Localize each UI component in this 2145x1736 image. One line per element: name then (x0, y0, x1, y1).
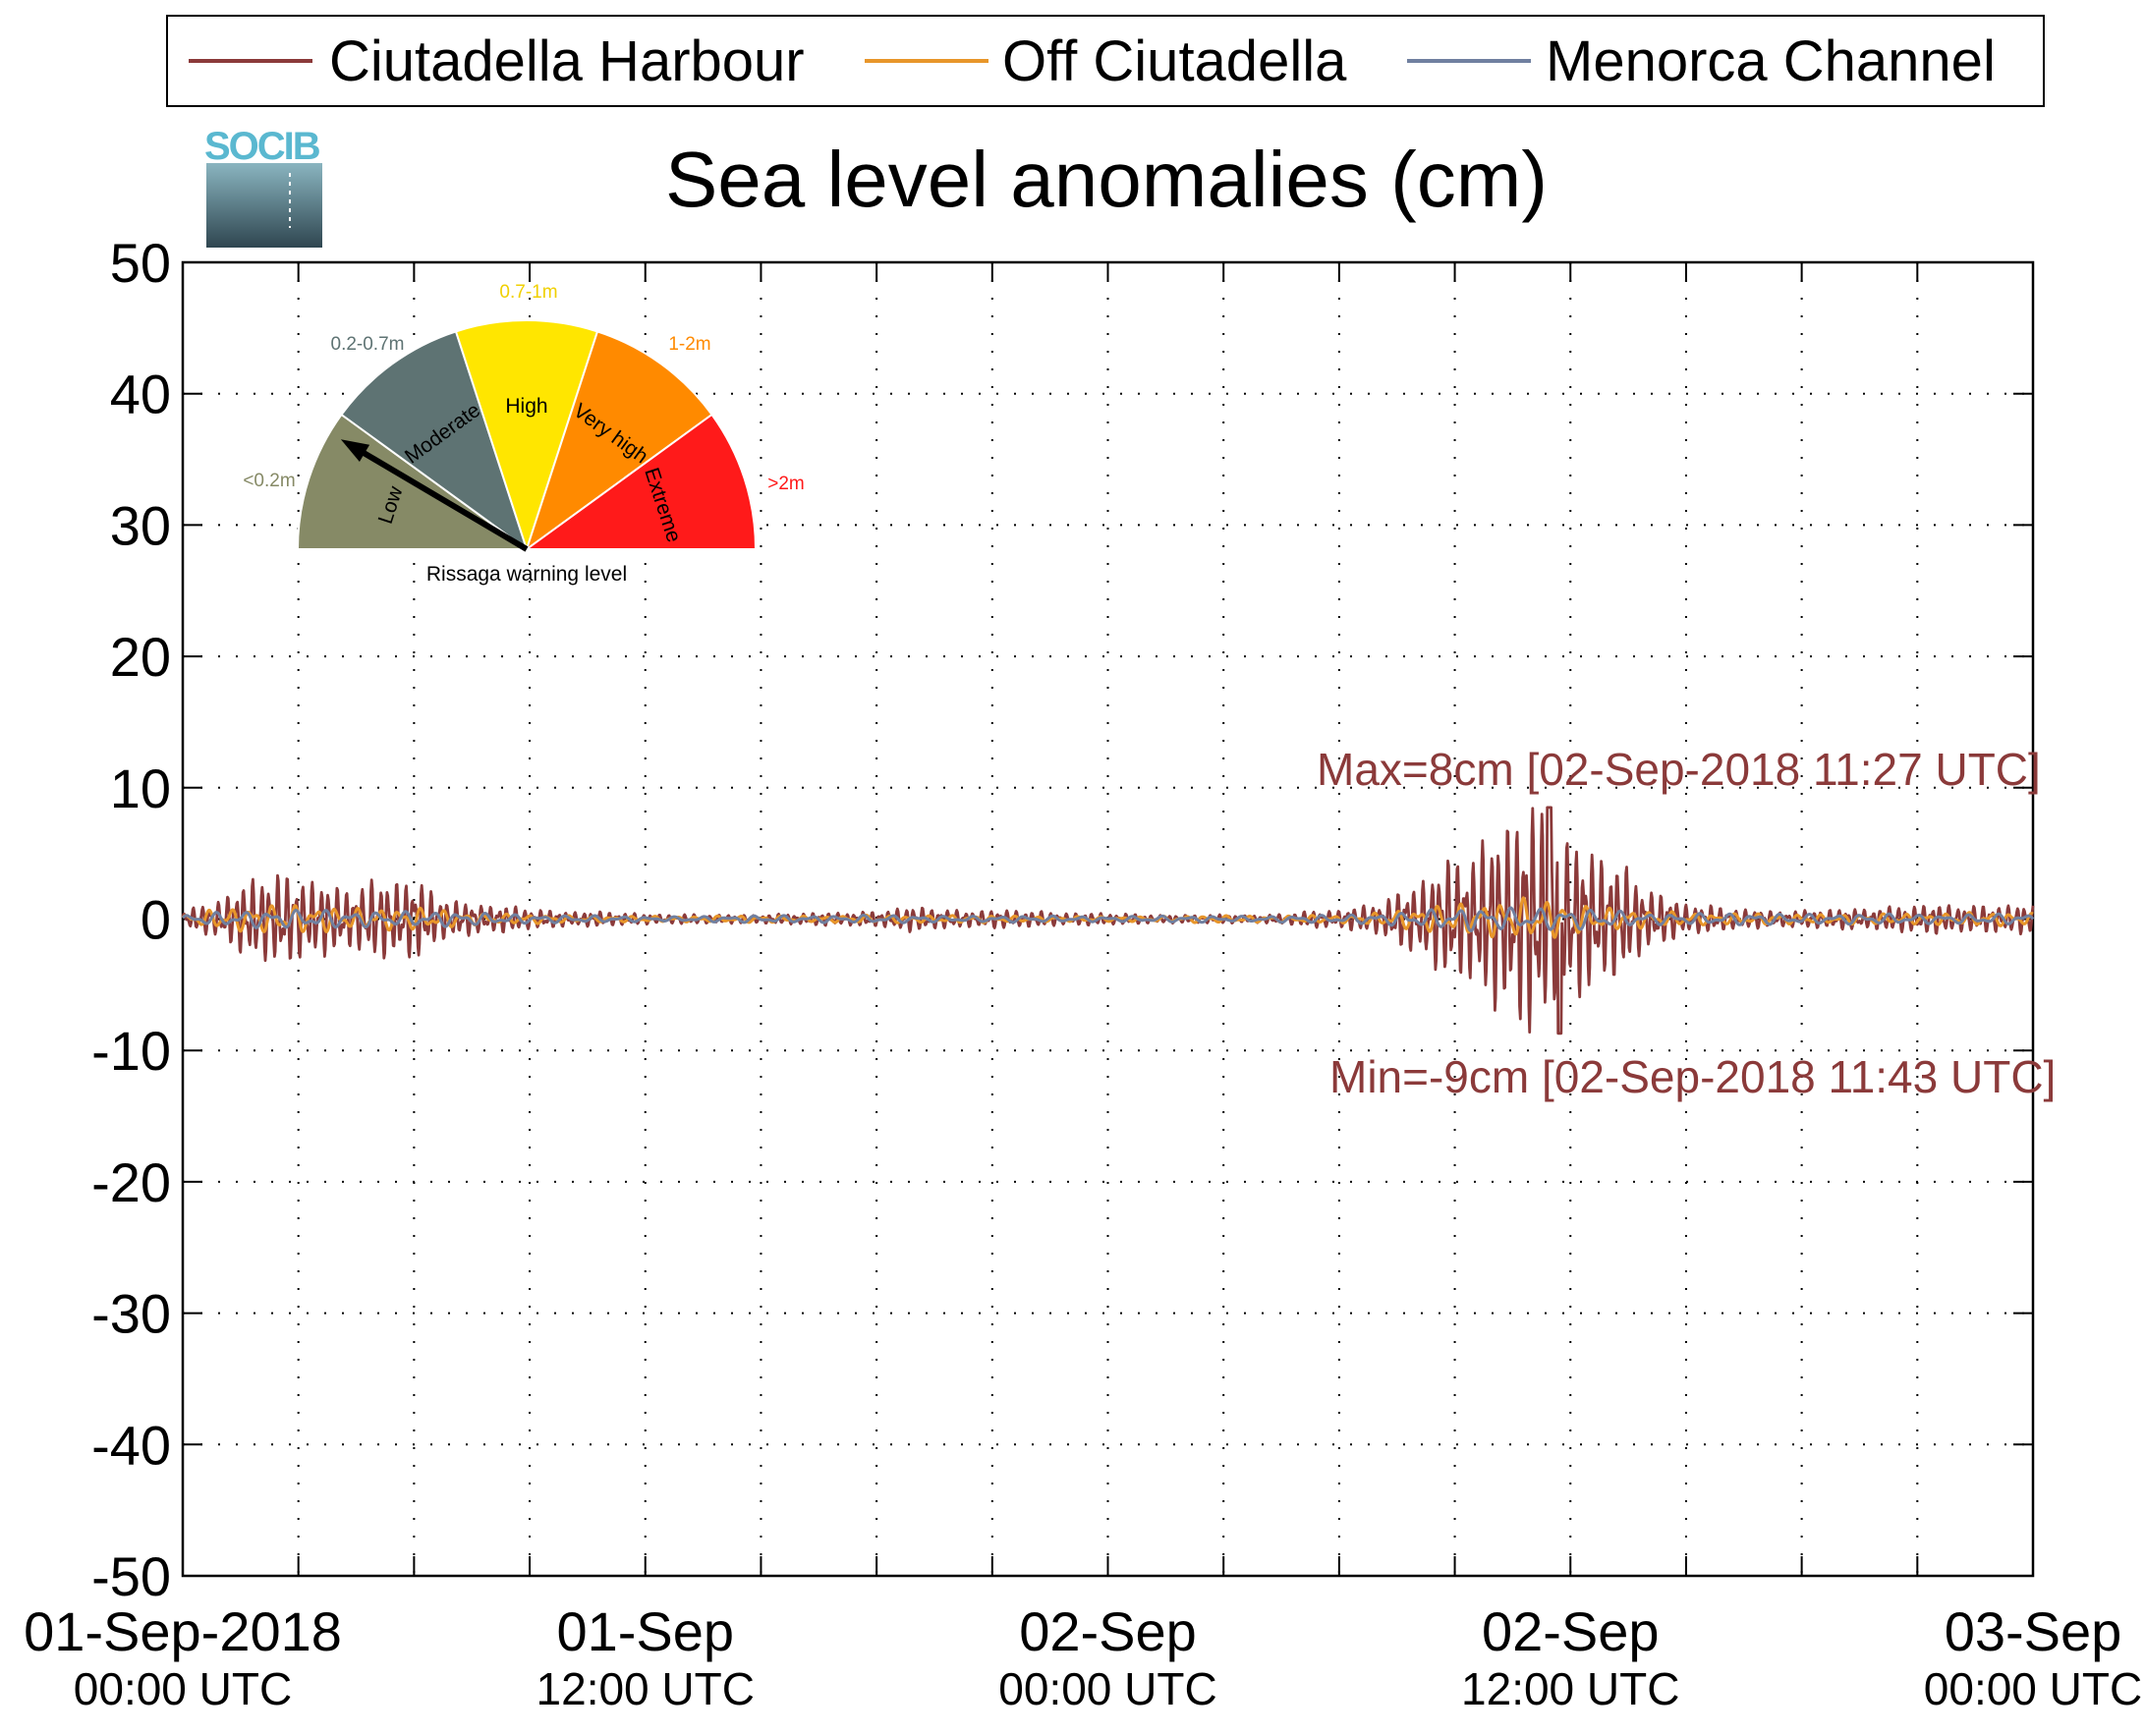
legend-label-off-ciutadella: Off Ciutadella (1002, 29, 1347, 93)
x-tick-label-date: 02-Sep (1019, 1600, 1197, 1662)
socib-logo-text: SOCIB (204, 125, 320, 168)
gauge-segment-high (454, 318, 599, 553)
y-tick-label: 50 (110, 232, 171, 294)
gauge-segment-extreme (523, 413, 758, 550)
x-tick-label-date: 02-Sep (1482, 1600, 1660, 1662)
legend-box (166, 15, 2045, 107)
y-tick-label: 0 (141, 889, 171, 951)
y-tick-label: -30 (91, 1283, 171, 1345)
x-tick-label-time: 12:00 UTC (536, 1663, 755, 1714)
x-tick-label-date: 01-Sep-2018 (24, 1600, 342, 1662)
legend-label-ciutadella-harbour: Ciutadella Harbour (329, 29, 805, 93)
gauge-range-2: 0.7-1m (499, 282, 557, 303)
y-tick-label: 40 (110, 364, 171, 425)
y-tick-label: 30 (110, 494, 171, 556)
x-tick-label-date: 01-Sep (556, 1600, 734, 1662)
gauge-needle (347, 441, 529, 552)
series-layer (181, 806, 2035, 1036)
x-tick-label-time: 00:00 UTC (74, 1663, 292, 1714)
gauge-range-3: 1-2m (668, 334, 710, 355)
legend: Ciutadella Harbour Off Ciutadella Menorc… (166, 15, 2045, 107)
x-tick-label-time: 00:00 UTC (998, 1663, 1216, 1714)
x-tick-label-date: 03-Sep (1945, 1600, 2122, 1662)
gauge-label-high: High (505, 395, 547, 418)
gauge-segment-moderate (340, 330, 529, 552)
annotation-min: Min=-9cm [02-Sep-2018 11:43 UTC] (1329, 1051, 2056, 1102)
legend-label-menorca-channel: Menorca Channel (1546, 29, 1996, 93)
y-tick-label: -10 (91, 1020, 171, 1082)
chart-title: Sea level anomalies (cm) (665, 136, 1548, 223)
x-minor-ticks (297, 262, 1919, 1576)
gauge-segment-very-high (525, 330, 713, 552)
y-axis: -50 -40 -30 -20 -10 0 10 20 30 40 50 (91, 232, 2033, 1607)
gauge-range-0: <0.2m (243, 471, 295, 491)
gauge-caption: Rissaga warning level (426, 563, 627, 586)
y-tick-label: -50 (91, 1545, 171, 1607)
x-tick-label-time: 12:00 UTC (1461, 1663, 1679, 1714)
series-line-menorca-channel (181, 906, 2035, 933)
x-tick-label-time: 00:00 UTC (1924, 1663, 2142, 1714)
gauge-range-4: >2m (767, 474, 805, 494)
gauge-needle-head (340, 439, 370, 462)
socib-logo: SOCIB (204, 125, 322, 248)
annotation-max: Max=8cm [02-Sep-2018 11:27 UTC] (1317, 744, 2041, 795)
gauge-range-1: 0.2-0.7m (331, 334, 405, 355)
y-tick-label: -40 (91, 1414, 171, 1476)
y-tick-label: 10 (110, 757, 171, 819)
y-tick-label: 20 (110, 626, 171, 688)
y-tick-label: -20 (91, 1151, 171, 1213)
